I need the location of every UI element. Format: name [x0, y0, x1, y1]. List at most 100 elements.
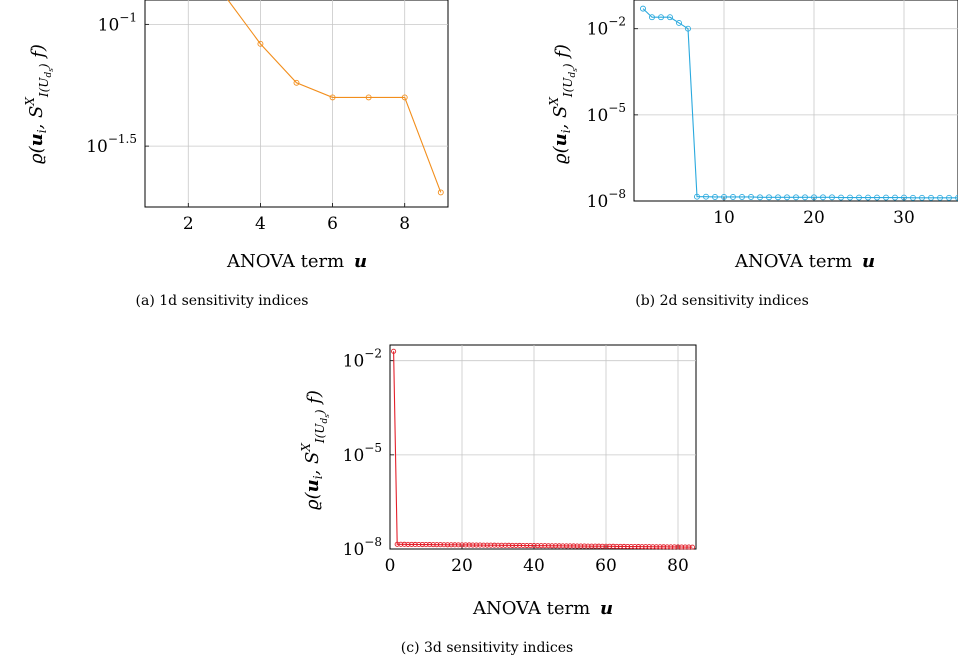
x-tick-label: 20 — [803, 208, 825, 228]
svg-text:ϱ(ui, SXI(Uds) f): ϱ(ui, SXI(Uds) f) — [23, 44, 55, 164]
data-point — [445, 542, 451, 548]
data-point — [748, 194, 754, 200]
data-point — [463, 542, 469, 548]
panel-a-xlabel: ANOVA term u — [226, 251, 367, 272]
panel-b-ylabel: ϱ(ui, SXI(Uds) f) — [547, 44, 579, 164]
data-point — [560, 543, 566, 549]
data-point — [679, 544, 685, 550]
data-point — [329, 94, 336, 101]
data-point — [856, 194, 862, 201]
data-point — [391, 348, 397, 354]
data-point — [506, 542, 512, 548]
panel-c-frame — [389, 344, 697, 550]
data-point — [434, 542, 440, 548]
x-tick-label: 8 — [399, 214, 410, 234]
data-point — [650, 544, 656, 550]
data-point — [538, 543, 544, 549]
data-point — [427, 542, 433, 548]
data-point — [470, 542, 476, 548]
data-point — [484, 542, 490, 548]
data-point — [466, 542, 472, 548]
x-tick-label: 0 — [385, 556, 396, 576]
data-point — [405, 541, 411, 547]
data-point — [416, 541, 422, 548]
data-point — [682, 544, 688, 550]
data-point — [502, 542, 508, 548]
panel-c-x-ticks: 0 20 40 60 80 — [385, 556, 689, 576]
panel-c-xlabel: ANOVA term u — [472, 598, 613, 619]
y-tick-label: 10−2 — [587, 15, 626, 40]
data-point — [517, 542, 523, 549]
data-point — [928, 194, 934, 201]
data-point — [617, 543, 623, 549]
data-point — [703, 193, 709, 200]
data-point — [488, 542, 494, 548]
x-tick-label: 30 — [893, 208, 915, 228]
panel-a-marks — [227, 0, 444, 196]
data-point — [545, 543, 551, 549]
panel-b-marks — [640, 5, 958, 201]
data-point — [640, 5, 646, 12]
data-point — [955, 194, 958, 201]
data-point — [578, 543, 584, 549]
x-tick-label: 60 — [595, 556, 617, 576]
data-point — [668, 544, 674, 550]
data-point — [481, 542, 487, 548]
data-point — [553, 543, 559, 549]
data-point — [910, 194, 916, 201]
data-point — [635, 544, 641, 550]
series-line — [393, 351, 693, 548]
data-point — [542, 543, 548, 549]
data-point — [520, 542, 526, 549]
data-point — [293, 79, 300, 86]
data-point — [661, 544, 667, 550]
x-tick-label: 4 — [255, 214, 266, 234]
data-point — [365, 94, 372, 101]
data-point — [667, 14, 673, 21]
data-point — [775, 194, 781, 201]
panel-c-ylabel: ϱ(ui, SXI(Uds) f) — [299, 390, 331, 510]
data-point — [556, 543, 562, 549]
data-point — [784, 194, 790, 201]
panel-b-caption: (b) 2d sensitivity indices — [635, 293, 809, 309]
panel-a-caption: (a) 1d sensitivity indices — [136, 293, 309, 309]
svg-text:ϱ(ui, SXI(Uds) f): ϱ(ui, SXI(Uds) f) — [547, 44, 579, 164]
data-point — [685, 25, 691, 32]
data-point — [686, 544, 692, 550]
panel-b-y-ticks: 10−2 10−5 10−8 — [587, 15, 626, 212]
data-point — [574, 543, 580, 549]
data-point — [585, 543, 591, 549]
data-point — [437, 189, 444, 196]
data-point — [901, 194, 907, 201]
data-point — [614, 543, 620, 549]
data-point — [452, 542, 458, 548]
data-point — [524, 542, 530, 549]
data-point — [892, 194, 898, 201]
data-point — [430, 542, 436, 548]
panel-a-ylabel: ϱ(ui, SXI(Uds) f) — [23, 44, 55, 164]
data-point — [257, 40, 264, 47]
data-point — [658, 14, 664, 21]
data-point — [694, 193, 700, 200]
data-point — [401, 541, 407, 547]
data-point — [513, 542, 519, 548]
data-point — [459, 542, 465, 548]
data-point — [671, 544, 677, 550]
data-point — [495, 542, 501, 548]
data-point — [571, 543, 577, 549]
data-point — [802, 194, 808, 201]
x-tick-label: 10 — [713, 208, 735, 228]
panel-b-xlabel: ANOVA term u — [734, 251, 875, 272]
data-point — [664, 544, 670, 550]
data-point — [549, 543, 555, 549]
panel-a-grid — [145, 0, 448, 207]
data-point — [621, 543, 627, 550]
data-point — [793, 194, 799, 201]
panel-b-grid — [634, 0, 958, 202]
data-point — [689, 544, 695, 550]
data-point — [739, 194, 745, 200]
data-point — [491, 542, 497, 548]
data-point — [477, 542, 483, 548]
x-tick-label: 80 — [667, 556, 689, 576]
